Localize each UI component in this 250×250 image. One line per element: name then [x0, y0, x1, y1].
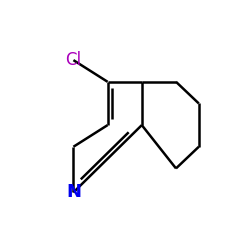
Text: Cl: Cl — [65, 51, 82, 69]
Text: N: N — [66, 183, 81, 201]
